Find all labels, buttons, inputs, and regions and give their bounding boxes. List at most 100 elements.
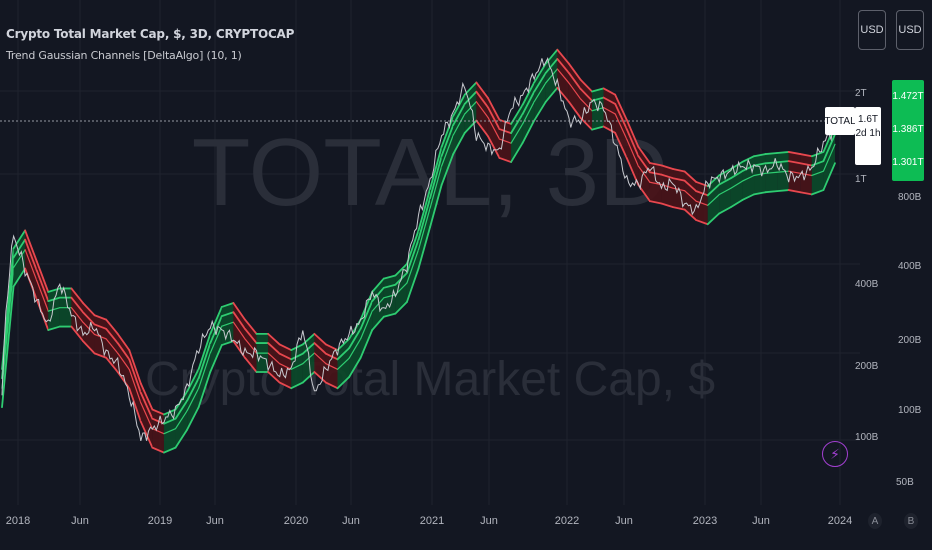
channel-line-segment <box>452 103 466 127</box>
channel-line-segment <box>683 190 697 202</box>
channel-line-segment <box>776 170 790 173</box>
channel-line-segment <box>47 325 61 331</box>
channel-line-segment <box>12 238 27 259</box>
channel-line-segment <box>336 347 350 361</box>
channel-line-segment <box>35 260 50 293</box>
channel-line-segment <box>24 249 38 281</box>
channel-line-segment <box>626 138 639 167</box>
channel-line-segment <box>348 356 362 379</box>
symbol-price-tag: TOTAL <box>824 107 856 135</box>
channel-line-segment <box>12 249 26 269</box>
channel-line-segment <box>637 165 651 183</box>
channel-line-segment <box>683 179 698 193</box>
x-tick-label: 2022 <box>555 515 579 527</box>
channel-line-segment <box>544 86 559 103</box>
currency-button-secondary[interactable]: USD <box>896 10 924 50</box>
channel-line-segment <box>463 119 478 134</box>
y-tick-label: 50B <box>896 477 914 488</box>
x-axis[interactable]: 2018 Jun 2019 Jun 2020 Jun 2021 Jun 2022 Jun 2023 J… <box>6 515 852 527</box>
channel-line-segment <box>776 189 790 193</box>
lightning-icon[interactable]: ⚡ <box>822 441 848 467</box>
channel-line-segment <box>556 68 570 84</box>
x-tick-label: Jun <box>71 515 89 527</box>
channel-line-segment <box>278 352 293 361</box>
auto-scale-button[interactable]: A <box>868 513 882 529</box>
channel-lower-label: 1.301T <box>892 157 924 168</box>
channel-line-segment <box>278 343 293 352</box>
channel-line-segment <box>498 157 512 163</box>
y-axis[interactable]: 2T 1T 800B 400B 400B 200B 200B 100B 100B 50B <box>855 88 922 488</box>
x-tick-label: 2020 <box>284 515 308 527</box>
y-tick-label: 2T <box>855 88 867 99</box>
channel-line-segment <box>637 145 651 164</box>
currency-button[interactable]: USD <box>858 10 886 50</box>
channel-line-segment <box>695 190 709 197</box>
log-scale-button[interactable]: B <box>904 513 918 529</box>
channel-line-segment <box>406 238 420 274</box>
channel-line-segment <box>429 155 443 200</box>
channel-line-segment <box>718 206 732 215</box>
channel-line-segment <box>163 428 177 435</box>
channel-line-segment <box>70 325 84 343</box>
channel-line-segment <box>12 229 27 250</box>
channel-line-segment <box>533 72 547 93</box>
channel-line-segment <box>614 113 628 140</box>
channel-line-segment <box>672 206 686 211</box>
channel-line-segment <box>359 290 374 321</box>
channel-line-segment <box>672 177 686 182</box>
channel-line-segment <box>139 420 154 449</box>
channel-line-segment <box>730 180 744 189</box>
x-tick-label: 2021 <box>420 515 444 527</box>
channel-line-segment <box>394 301 408 315</box>
channel-line-segment <box>510 113 524 135</box>
channel-line-segment <box>105 318 119 335</box>
channel-line-segment <box>35 269 50 303</box>
channel-line-segment <box>93 352 108 359</box>
channel-line-segment <box>359 329 374 359</box>
channel-line-segment <box>209 344 223 373</box>
channel-line-segment <box>660 173 674 180</box>
channel-line-segment <box>568 100 582 119</box>
channel-line-segment <box>707 193 720 206</box>
channel-line-segment <box>278 381 293 390</box>
channel-line-segment <box>186 387 200 412</box>
channel-line-segment <box>822 143 836 172</box>
x-tick-label: 2018 <box>6 515 30 527</box>
channel-line-segment <box>128 358 142 394</box>
channel-price-labels: 1.472T 1.386T 1.301T <box>892 80 924 181</box>
channel-line-segment <box>267 352 281 365</box>
channel-line-segment <box>660 202 674 209</box>
channel-line-segment <box>220 311 235 318</box>
channel-line-segment <box>602 87 617 96</box>
channel-line-segment <box>718 177 732 186</box>
channel-line-segment <box>533 82 547 103</box>
channel-line-segment <box>1 285 15 409</box>
channel-line-segment <box>452 113 466 136</box>
channel-line-segment <box>24 229 38 263</box>
channel-line-segment <box>313 332 327 346</box>
channel-line-segment <box>82 311 96 326</box>
channel-line-segment <box>544 58 559 74</box>
channel-line-segment <box>764 190 779 194</box>
indicator-label[interactable]: Trend Gaussian Channels [DeltaAlgo] (10,… <box>6 49 242 62</box>
channel-line-segment <box>82 340 96 355</box>
channel-line-segment <box>787 189 802 194</box>
watermark-name: Crypto Total Market Cap, $ <box>145 353 715 406</box>
channel-line-segment <box>533 62 547 84</box>
channel-line-segment <box>787 151 802 155</box>
channel-line-segment <box>383 294 396 299</box>
x-tick-label: Jun <box>480 515 498 527</box>
channel-line-segment <box>371 277 385 293</box>
channel-line-segment <box>12 267 27 288</box>
channel-line-segment <box>660 164 674 170</box>
channel-line-segment <box>70 287 84 304</box>
channel-line-segment <box>603 107 616 115</box>
channel-line-segment <box>683 170 698 183</box>
channel-line-segment <box>382 274 397 280</box>
channel-line-segment <box>406 229 420 265</box>
channel-line-segment <box>602 125 617 134</box>
channel-line-segment <box>313 371 327 384</box>
channel-line-segment <box>799 162 813 167</box>
channel-line-segment <box>140 402 154 430</box>
